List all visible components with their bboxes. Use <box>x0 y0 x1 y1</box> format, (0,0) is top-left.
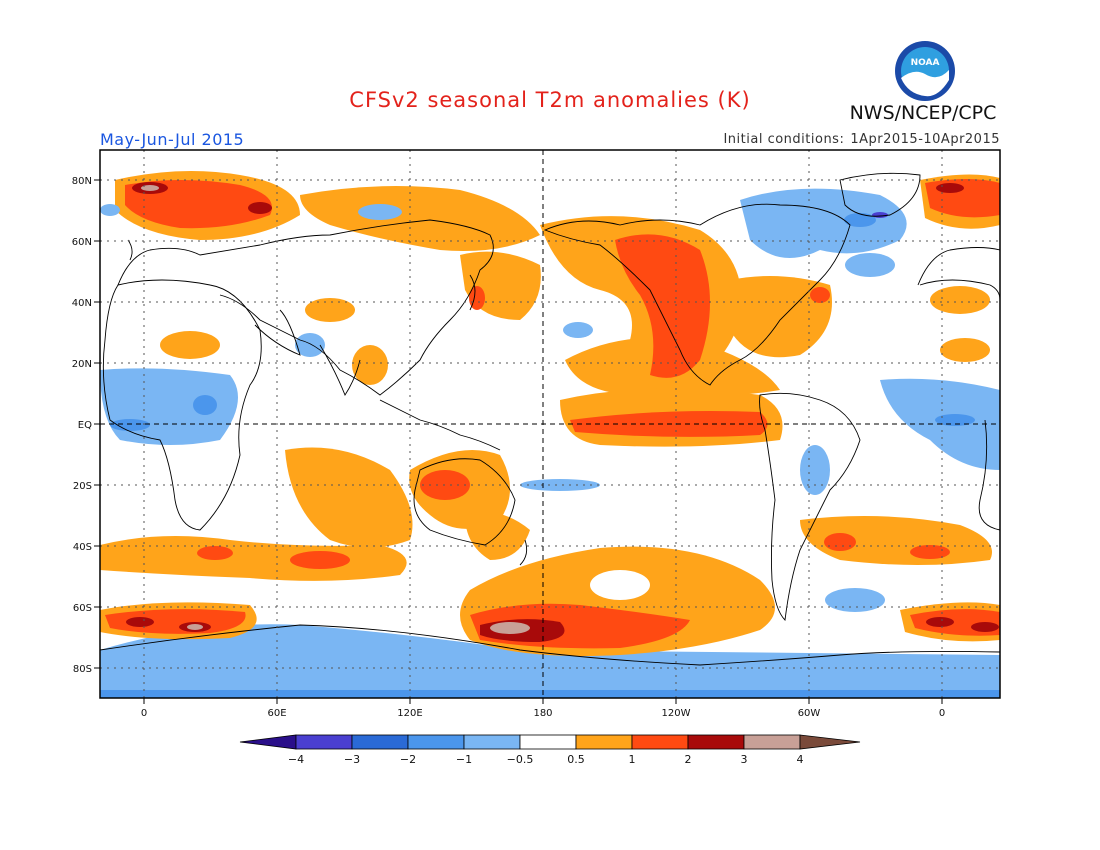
colorbar-bin <box>407 734 465 750</box>
lon-label: 120E <box>397 708 422 719</box>
colorbar-bin <box>631 734 689 750</box>
forecast-period: May-Jun-Jul 2015 <box>100 130 245 149</box>
logo-text: NOAA <box>911 58 940 68</box>
colorbar-label: 0.5 <box>567 753 585 766</box>
lon-label: 0 <box>939 708 945 719</box>
tick-marks <box>94 179 943 704</box>
lat-label: 60S <box>73 603 92 614</box>
coastlines <box>100 172 1000 666</box>
colorbar-label: −3 <box>344 753 360 766</box>
lon-label: 60E <box>267 708 286 719</box>
colorbar-arrow-low <box>239 734 297 750</box>
colorbar-label: 3 <box>741 753 748 766</box>
initial-conditions-value: 1Apr2015-10Apr2015 <box>850 132 1000 147</box>
lat-labels: 80N 60N 40N 20N EQ 20S 40S 60S 80S <box>72 176 92 675</box>
lat-label: 80N <box>72 176 92 187</box>
agency-label: NWS/NCEP/CPC <box>849 102 997 124</box>
initial-conditions: Initial conditions: 1Apr2015-10Apr2015 <box>717 132 1000 147</box>
initial-conditions-label: Initial conditions: <box>723 132 845 147</box>
colorbar-label: −2 <box>400 753 416 766</box>
lat-label: 40S <box>73 542 92 553</box>
lat-label: 20N <box>72 359 92 370</box>
lat-label: 60N <box>72 237 92 248</box>
lat-label: EQ <box>78 420 92 431</box>
colorbar-bin <box>743 734 801 750</box>
map-title: CFSv2 seasonal T2m anomalies (K) <box>349 88 751 112</box>
noaa-logo: NOAA <box>895 41 955 101</box>
lat-label: 20S <box>73 481 92 492</box>
lon-label: 180 <box>533 708 552 719</box>
colorbar-bin <box>575 734 633 750</box>
colorbar-arrow-high <box>799 734 861 750</box>
lat-label: 80S <box>73 664 92 675</box>
lat-label: 40N <box>72 298 92 309</box>
lon-label: 120W <box>662 708 691 719</box>
lon-label: 0 <box>141 708 147 719</box>
colorbar <box>239 734 861 750</box>
colorbar-label: 2 <box>685 753 692 766</box>
colorbar-label: 1 <box>629 753 636 766</box>
lon-label: 60W <box>798 708 821 719</box>
graticule <box>100 150 1000 698</box>
colorbar-label: −4 <box>288 753 304 766</box>
colorbar-bin <box>687 734 745 750</box>
colorbar-bin <box>463 734 521 750</box>
equator-dateline <box>100 150 1000 698</box>
colorbar-bin <box>519 734 577 750</box>
colorbar-label: 4 <box>797 753 804 766</box>
colorbar-bin <box>295 734 353 750</box>
colorbar-labels: −4 −3 −2 −1 −0.5 0.5 1 2 3 4 <box>288 753 804 766</box>
colorbar-label: −0.5 <box>507 753 534 766</box>
colorbar-bin <box>351 734 409 750</box>
colorbar-label: −1 <box>456 753 472 766</box>
lon-labels: 0 60E 120E 180 120W 60W 0 <box>141 708 945 719</box>
